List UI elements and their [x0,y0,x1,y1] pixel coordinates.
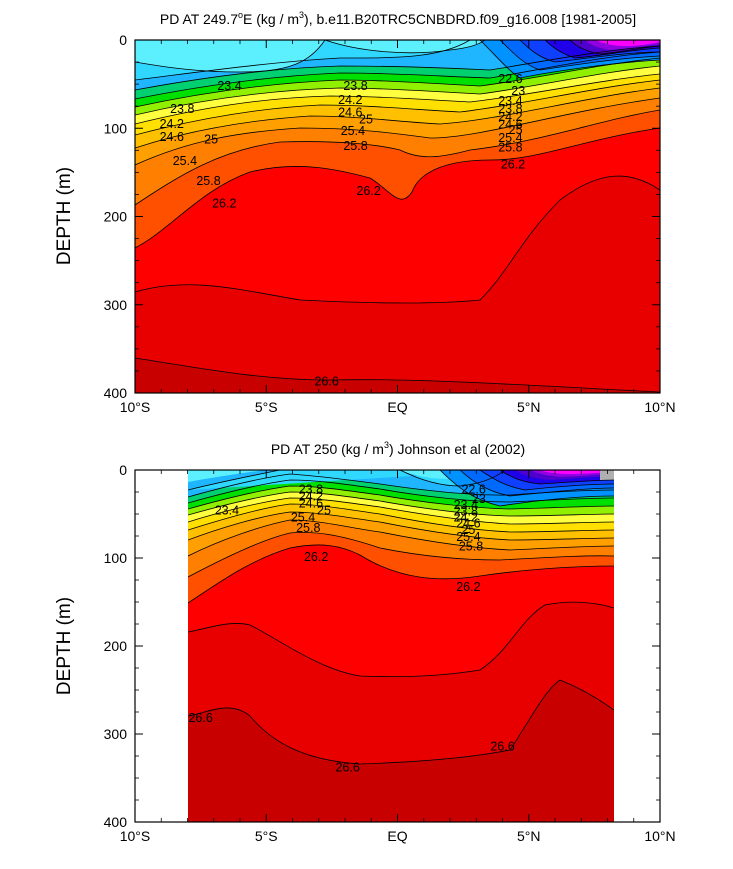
bottom-fill-21-4 [188,470,490,482]
contour-label: 22.6 [461,482,485,496]
contour-label: 26.2 [212,196,236,210]
bottom-axes: 10°S 5°S EQ 5°N 10°N 0 100 200 300 400 [104,462,676,844]
x-tick-label: 10°N [644,828,675,844]
top-panel: PD AT 249.7oE (kg / m3), b.e11.B20TRC5CN… [54,10,676,415]
y-tick-label: 200 [104,638,128,654]
contour-label: 26.2 [356,184,380,198]
contour-label: 25.8 [459,540,483,554]
contour-label: 25.8 [296,521,320,535]
y-tick-label: 100 [104,120,128,136]
x-tick-label: EQ [387,828,407,844]
top-ylabel: DEPTH (m) [54,167,75,265]
contour-label: 26.2 [501,157,525,171]
contour-label: 25.8 [343,139,367,153]
contour-label: 25 [509,123,523,137]
top-axes: 10°S 5°S EQ 5°N 10°N 0 100 200 300 400 [104,32,676,415]
contour-label: 24.6 [160,130,184,144]
contour-label: 23.4 [454,498,478,512]
contour-label: 25.8 [196,174,220,188]
contour-label: 24.2 [338,93,362,107]
contour-label: 25.4 [173,154,197,168]
contour-label: 24.2 [454,511,478,525]
contour-label: 25 [317,503,331,517]
x-tick-label: EQ [387,399,407,415]
contour-label: 22.6 [498,72,522,86]
bottom-fill-magenta [540,470,614,474]
contour-label: 25 [204,133,218,147]
contour-label: 23.4 [217,79,241,93]
y-tick-label: 200 [104,209,128,225]
x-tick-label: 5°N [517,828,541,844]
contour-label: 24.2 [299,489,323,503]
contour-label: 26.6 [188,711,212,725]
contour-label: 24.6 [299,496,323,510]
x-tick-label: 5°S [255,399,278,415]
top-fill-magenta [595,40,660,46]
bottom-fill-gray [600,470,614,480]
contour-label: 24.2 [498,110,522,124]
y-tick-label: 300 [104,297,128,313]
x-tick-label: 5°S [255,828,278,844]
contour-label: 25 [461,523,475,537]
x-tick-label: 10°N [644,399,675,415]
contour-label: 23.8 [170,102,194,116]
contour-label: 23.8 [299,482,323,496]
y-tick-label: 0 [119,462,127,478]
top-fill-26-6 [135,358,660,393]
y-tick-label: 400 [104,814,128,830]
top-contour-lines [135,40,660,393]
top-contour-labels: 23.423.824.224.6 2525.425.826.223.824.224… [160,72,526,389]
top-title: PD AT 249.7oE (kg / m3), b.e11.B20TRC5CN… [160,10,636,27]
contour-label: 23.8 [343,79,367,93]
bottom-contour-lines [188,470,614,765]
contour-label: 26.2 [456,580,480,594]
contour-label: 26.6 [335,760,359,774]
contour-label: 23.4 [215,503,239,517]
contour-label: 25.4 [341,124,365,138]
bottom-title: PD AT 250 (kg / m3) Johnson et al (2002) [271,440,525,457]
contour-label: 26.6 [490,739,514,753]
bottom-ylabel: DEPTH (m) [54,597,75,695]
y-tick-label: 0 [119,32,127,48]
x-tick-label: 10°S [120,828,151,844]
x-tick-label: 5°N [517,399,541,415]
bottom-contour-labels: 23.423.824.224.62525.425.826.222.62323.4… [188,482,514,774]
contour-label: 25 [359,112,373,126]
contour-label: 23 [511,84,525,98]
contour-label: 23 [472,492,486,506]
x-tick-label: 10°S [120,399,151,415]
top-contour-field: 23.423.824.224.6 2525.425.826.223.824.224… [135,40,660,393]
contour-label: 23.8 [454,504,478,518]
bottom-contour-field: 23.423.824.224.62525.425.826.222.62323.4… [188,470,614,822]
contour-label: 23.4 [498,94,522,108]
contour-label: 25.4 [498,131,522,145]
y-tick-label: 300 [104,726,128,742]
contour-label: 25.8 [498,141,522,155]
contour-label: 24.6 [498,118,522,132]
contour-label: 24.6 [456,517,480,531]
contour-label: 24.2 [160,117,184,131]
bottom-panel: PD AT 250 (kg / m3) Johnson et al (2002) [54,440,676,844]
contour-label: 24.6 [338,105,362,119]
contour-label: 26.2 [304,550,328,564]
contour-label: 25.4 [291,511,315,525]
y-tick-label: 100 [104,550,128,566]
contour-label: 25.4 [456,530,480,544]
contour-label: 23.8 [498,102,522,116]
y-tick-label: 400 [104,385,128,401]
contour-label: 26.6 [314,375,338,389]
bottom-fill-26-6 [188,680,614,822]
